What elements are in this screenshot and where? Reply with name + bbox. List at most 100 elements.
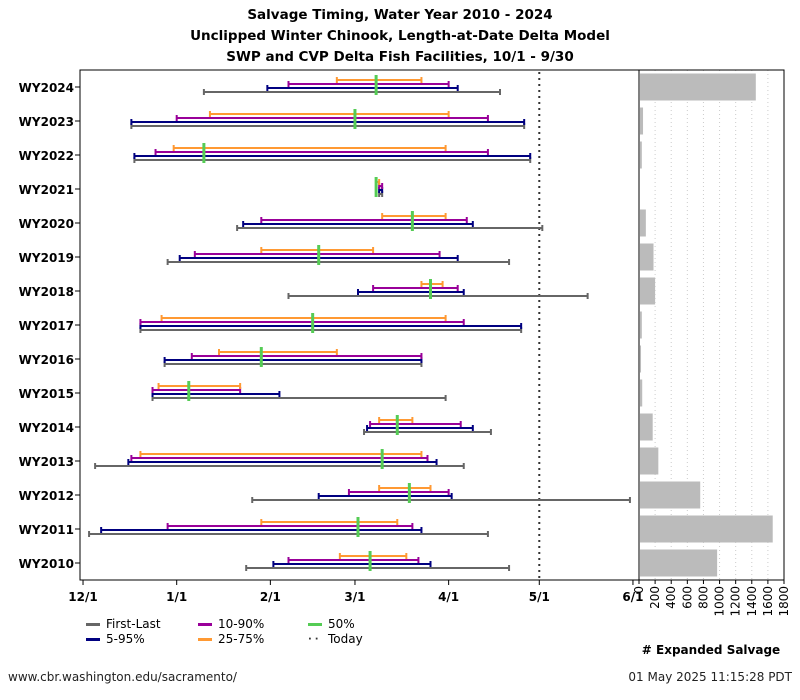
range-25-75: [157, 383, 242, 389]
row-label: WY2012: [19, 489, 74, 503]
salvage-x-tick-label: 600: [680, 586, 694, 609]
range-5-95: [127, 459, 438, 465]
legend-item-first-last: First-Last: [86, 616, 161, 632]
timing-plot-area: 12/1 1/1 2/1 3/1 4/1 5/1 6/1 WY2024 WY2023 WY2022…: [19, 69, 644, 604]
range-25-75: [335, 77, 423, 83]
range-5-95: [151, 391, 281, 397]
range-10-90: [139, 319, 465, 325]
range-5-95: [272, 561, 432, 567]
range-5-95: [317, 493, 453, 499]
range-10-90: [175, 115, 489, 121]
range-5-95: [242, 221, 474, 227]
range-25-75: [139, 451, 423, 457]
salvage-x-tick-label: 1000: [713, 586, 727, 617]
salvage-bar: [640, 73, 756, 101]
x-tick-label: 12/1: [68, 590, 97, 604]
range-first-last: [139, 327, 523, 333]
legend-item-50: 50%: [308, 616, 355, 632]
row-label: WY2016: [19, 353, 74, 367]
row-label: WY2013: [19, 455, 74, 469]
range-10-90: [166, 523, 414, 529]
salvage-bar: [640, 379, 643, 407]
salvage-bar: [640, 413, 653, 441]
range-5-95: [133, 153, 532, 159]
salvage-bar: [640, 311, 642, 339]
range-25-75: [420, 281, 444, 287]
row-label: WY2024: [19, 81, 74, 95]
legend-swatch-first-last: [86, 623, 100, 626]
salvage-x-tick-label: 0: [632, 586, 646, 594]
legend-label-10-90: 10-90%: [218, 617, 265, 631]
x-tick-label: 2/1: [260, 590, 281, 604]
row-label: WY2014: [19, 421, 74, 435]
row-label: WY2019: [19, 251, 74, 265]
row-label: WY2021: [19, 183, 74, 197]
x-tick-label: 4/1: [438, 590, 459, 604]
salvage-bar: [640, 141, 642, 169]
range-first-last: [287, 293, 589, 299]
chart-title-line-3: SWP and CVP Delta Fish Facilities, 10/1 …: [226, 49, 574, 65]
row-label: WY2015: [19, 387, 74, 401]
salvage-x-tick-label: 1200: [729, 586, 743, 617]
range-first-last: [88, 531, 489, 537]
legend-swatch-5-95: [86, 638, 100, 641]
range-25-75: [260, 247, 375, 253]
range-5-95: [163, 357, 423, 363]
salvage-bar: [640, 549, 718, 577]
range-5-95: [266, 85, 459, 91]
row-label: WY2010: [19, 557, 74, 571]
legend-swatch-today: ··: [308, 633, 322, 645]
salvage-bar: [640, 447, 659, 475]
salvage-bar: [640, 515, 773, 543]
legend-label-5-95: 5-95%: [106, 632, 145, 646]
salvage-x-tick-label: 1600: [761, 586, 775, 617]
legend-label-50: 50%: [328, 617, 355, 631]
range-10-90: [347, 489, 450, 495]
range-10-90: [260, 217, 468, 223]
row-label: WY2022: [19, 149, 74, 163]
range-5-95: [130, 119, 526, 125]
footer-timestamp: 01 May 2025 11:15:28 PDT: [628, 670, 792, 684]
legend-item-today: ·· Today: [308, 631, 363, 647]
salvage-x-tick-label: 200: [648, 586, 662, 609]
legend-item-5-95: 5-95%: [86, 631, 145, 647]
x-tick-label: 3/1: [344, 590, 365, 604]
range-first-last: [133, 157, 532, 163]
range-10-90: [287, 557, 420, 563]
range-first-last: [251, 497, 631, 503]
range-first-last: [363, 429, 492, 435]
x-tick-label: 6/1: [622, 590, 643, 604]
legend: First-Last 5-95% 10-90% 25-75% 50% ·· Tod…: [86, 616, 386, 650]
legend-swatch-25-75: [198, 638, 212, 641]
range-10-90: [130, 455, 429, 461]
range-10-90: [190, 353, 423, 359]
range-first-last: [245, 565, 511, 571]
range-10-90: [372, 285, 459, 291]
legend-label-first-last: First-Last: [106, 617, 161, 631]
row-label: WY2023: [19, 115, 74, 129]
range-25-75: [378, 417, 414, 423]
range-25-75: [381, 213, 447, 219]
range-25-75: [160, 315, 447, 321]
legend-label-today: Today: [328, 632, 363, 646]
range-25-75: [260, 519, 399, 525]
row-label: WY2018: [19, 285, 74, 299]
range-25-75: [208, 111, 450, 117]
range-first-last: [236, 225, 544, 231]
salvage-bar: [640, 209, 646, 237]
legend-item-25-75: 25-75%: [198, 631, 264, 647]
footer-url[interactable]: www.cbr.washington.edu/sacramento/: [8, 670, 237, 684]
range-first-last: [202, 89, 502, 95]
salvage-x-tick-label: 800: [696, 586, 710, 609]
range-25-75: [172, 145, 447, 151]
row-label: WY2017: [19, 319, 74, 333]
range-5-95: [366, 425, 474, 431]
range-first-last: [151, 395, 447, 401]
salvage-bar-plot-area: 0 200 400 600 800 1000 1200 1400 1600 1800: [632, 69, 791, 617]
range-first-last: [130, 123, 526, 129]
salvage-bar: [640, 107, 644, 135]
chart-title-line-2: Unclipped Winter Chinook, Length-at-Date…: [190, 28, 610, 44]
salvage-x-tick-label: 1800: [777, 586, 791, 617]
x-tick-label: 5/1: [529, 590, 550, 604]
